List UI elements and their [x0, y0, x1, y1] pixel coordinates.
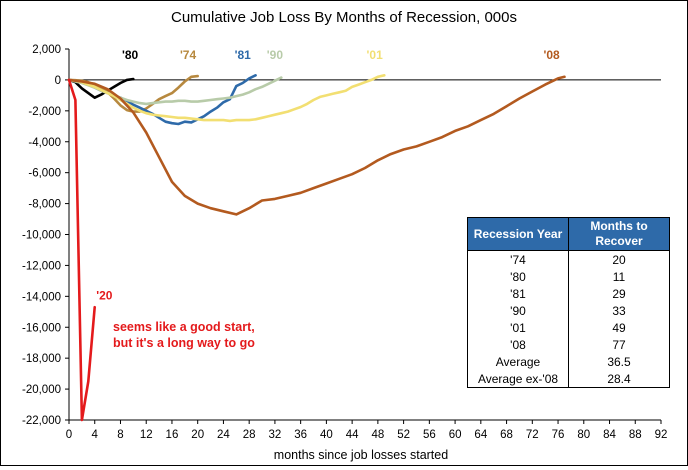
- x-tick-label: 8: [117, 429, 123, 441]
- y-tick-label: -20,000: [22, 384, 61, 396]
- table-cell-months: 28.4: [568, 370, 670, 388]
- y-tick-label: -18,000: [22, 353, 61, 365]
- table-header-months-to-recover: Months to Recover: [568, 217, 670, 251]
- x-tick-label: 72: [526, 429, 539, 441]
- y-tick-label: -22,000: [22, 415, 61, 427]
- series-label: '81: [235, 48, 252, 62]
- x-tick-label: 24: [217, 429, 230, 441]
- x-tick-label: 44: [346, 429, 359, 441]
- table-cell-recession: Average: [467, 353, 569, 370]
- series-layer: [67, 74, 566, 422]
- recovery-table: Recession Year Months to Recover '74 20'8…: [467, 217, 670, 388]
- table-row: Average ex-'08 28.4: [467, 370, 670, 388]
- table-cell-months: 29: [568, 285, 670, 302]
- x-tick-label: 20: [191, 429, 204, 441]
- table-cell-months: 49: [568, 319, 670, 336]
- table-header-recession-year: Recession Year: [467, 217, 569, 251]
- x-tick-label: 0: [66, 429, 72, 441]
- table-cell-recession: '80: [467, 268, 569, 285]
- series-label: '20: [96, 288, 113, 302]
- table-cell-recession: '81: [467, 285, 569, 302]
- table-body: '74 20'80 11'81 29'90 33'01 49'08 77 Average 36.…: [467, 250, 670, 388]
- table-row: '90 33: [467, 302, 670, 319]
- table-row: '74 20: [467, 250, 670, 268]
- chart-title: Cumulative Job Loss By Months of Recessi…: [171, 9, 517, 26]
- y-tick-label: -16,000: [22, 322, 61, 334]
- table-cell-recession: '74: [467, 250, 569, 268]
- x-tick-label: 36: [294, 429, 307, 441]
- table-cell-months: 77: [568, 336, 670, 353]
- x-tick-label: 4: [92, 429, 99, 441]
- x-tick-label: 16: [166, 429, 179, 441]
- series-line: [67, 75, 566, 216]
- table-header-row: Recession Year Months to Recover: [467, 217, 670, 251]
- y-tick-label: -10,000: [22, 230, 61, 242]
- y-tick-label: -4,000: [28, 137, 61, 149]
- x-tick-label: 76: [552, 429, 565, 441]
- table-cell-months: 33: [568, 302, 670, 319]
- x-tick-label: 28: [243, 429, 256, 441]
- x-tick-label: 80: [577, 429, 590, 441]
- x-tick-label: 92: [655, 429, 668, 441]
- x-tick-label: 68: [500, 429, 513, 441]
- table-cell-recession: '90: [467, 302, 569, 319]
- y-tick-label: 2,000: [32, 44, 61, 56]
- table-cell-months: 20: [568, 250, 670, 268]
- x-tick-label: 52: [397, 429, 410, 441]
- series-label: '80: [122, 48, 139, 62]
- x-tick-label: 88: [629, 429, 642, 441]
- y-tick-label: -14,000: [22, 291, 61, 303]
- x-tick-label: 40: [320, 429, 333, 441]
- table-row: '81 29: [467, 285, 670, 302]
- y-tick-label: -12,000: [22, 260, 61, 272]
- table-cell-recession: '01: [467, 319, 569, 336]
- table-cell-recession: '08: [467, 336, 569, 353]
- series-labels: '80 '74 '81 '90 '01 '08 '20: [96, 48, 560, 302]
- x-tick-label: 84: [603, 429, 616, 441]
- annotation-line-2: but it's a long way to go: [113, 336, 255, 350]
- series-label: '90: [267, 48, 284, 62]
- series-label: '01: [367, 48, 384, 62]
- table-row: '01 49: [467, 319, 670, 336]
- series-line: [67, 77, 135, 99]
- y-tick-label: -6,000: [28, 168, 61, 180]
- x-tick-label: 12: [140, 429, 153, 441]
- axes: 2,000 0 -2,000 -4,000 -6,000 -8,000 -10,000 -12…: [22, 44, 667, 441]
- series-line: [67, 78, 96, 422]
- table-cell-months: 11: [568, 268, 670, 285]
- table-cell-recession: Average ex-'08: [467, 370, 569, 388]
- x-tick-label: 60: [449, 429, 462, 441]
- x-tick-label: 48: [371, 429, 384, 441]
- series-label: '74: [180, 48, 197, 62]
- x-tick-label: 64: [474, 429, 487, 441]
- y-tick-label: -8,000: [28, 199, 61, 211]
- table-cell-months: 36.5: [568, 353, 670, 370]
- x-tick-label: 56: [423, 429, 436, 441]
- table-row: '08 77: [467, 336, 670, 353]
- x-tick-label: 32: [269, 429, 282, 441]
- annotation-line-1: seems like a good start,: [113, 320, 255, 334]
- y-tick-label: -2,000: [28, 106, 61, 118]
- annotation: seems like a good start, but it's a long…: [113, 320, 255, 350]
- table-row: '80 11: [467, 268, 670, 285]
- series-label: '08: [544, 48, 561, 62]
- y-tick-label: 0: [55, 75, 61, 87]
- x-axis-label: months since job losses started: [274, 448, 448, 462]
- table-row: Average 36.5: [467, 353, 670, 370]
